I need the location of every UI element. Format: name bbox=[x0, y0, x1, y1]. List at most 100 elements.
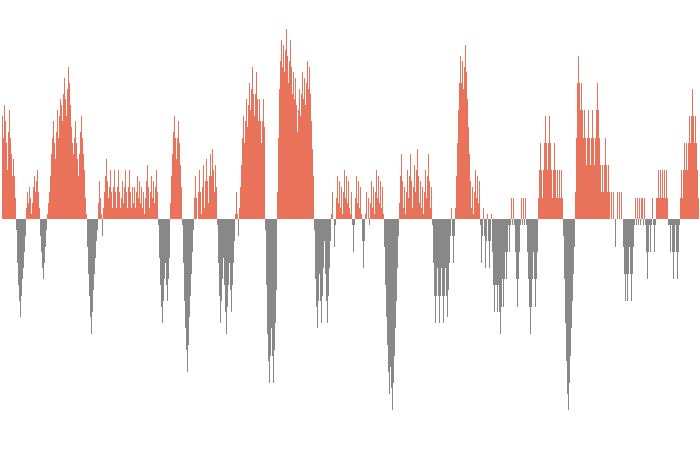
Bar bbox=[100, 198, 102, 219]
Bar bbox=[60, 99, 62, 219]
Bar bbox=[281, 40, 282, 219]
Bar bbox=[358, 181, 359, 219]
Bar bbox=[488, 219, 489, 241]
Bar bbox=[142, 208, 143, 219]
Bar bbox=[612, 192, 614, 219]
Bar bbox=[299, 89, 300, 219]
Bar bbox=[349, 187, 351, 219]
Bar bbox=[657, 198, 659, 219]
Bar bbox=[581, 83, 582, 219]
Bar bbox=[450, 219, 451, 236]
Bar bbox=[135, 208, 136, 219]
Bar bbox=[552, 198, 553, 219]
Bar bbox=[549, 116, 550, 219]
Bar bbox=[587, 137, 588, 219]
Bar bbox=[13, 159, 14, 219]
Bar bbox=[505, 219, 506, 252]
Bar bbox=[694, 143, 695, 219]
Bar bbox=[55, 132, 57, 219]
Bar bbox=[91, 219, 92, 334]
Bar bbox=[688, 143, 690, 219]
Bar bbox=[610, 192, 612, 219]
Bar bbox=[513, 198, 514, 219]
Bar bbox=[239, 208, 240, 219]
Bar bbox=[241, 165, 242, 219]
Bar bbox=[134, 187, 135, 219]
Bar bbox=[298, 110, 299, 219]
Bar bbox=[166, 219, 167, 285]
Bar bbox=[631, 219, 633, 274]
Bar bbox=[247, 127, 248, 219]
Bar bbox=[456, 176, 457, 219]
Bar bbox=[359, 208, 360, 219]
Bar bbox=[586, 165, 587, 219]
Bar bbox=[474, 192, 475, 219]
Bar bbox=[412, 208, 413, 219]
Bar bbox=[12, 176, 13, 219]
Bar bbox=[263, 99, 264, 219]
Bar bbox=[426, 198, 427, 219]
Bar bbox=[118, 171, 119, 219]
Bar bbox=[626, 219, 628, 301]
Bar bbox=[528, 219, 529, 279]
Bar bbox=[244, 143, 245, 219]
Bar bbox=[312, 149, 313, 219]
Bar bbox=[378, 176, 379, 219]
Bar bbox=[186, 219, 187, 350]
Bar bbox=[372, 208, 373, 219]
Bar bbox=[585, 137, 586, 219]
Bar bbox=[254, 116, 255, 219]
Bar bbox=[550, 143, 551, 219]
Bar bbox=[35, 192, 36, 219]
Bar bbox=[482, 208, 484, 219]
Bar bbox=[156, 171, 157, 219]
Bar bbox=[261, 143, 262, 219]
Bar bbox=[594, 165, 595, 219]
Bar bbox=[335, 198, 337, 219]
Bar bbox=[506, 219, 507, 279]
Bar bbox=[310, 94, 311, 219]
Bar bbox=[112, 208, 113, 219]
Bar bbox=[394, 219, 395, 356]
Bar bbox=[568, 219, 569, 410]
Bar bbox=[83, 154, 84, 219]
Bar bbox=[220, 219, 221, 323]
Bar bbox=[52, 121, 53, 219]
Bar bbox=[576, 137, 577, 219]
Bar bbox=[230, 219, 231, 290]
Bar bbox=[223, 219, 225, 258]
Bar bbox=[41, 219, 43, 268]
Bar bbox=[183, 219, 185, 301]
Bar bbox=[78, 176, 79, 219]
Bar bbox=[243, 116, 244, 219]
Bar bbox=[635, 198, 636, 219]
Bar bbox=[155, 187, 156, 219]
Bar bbox=[45, 219, 46, 247]
Bar bbox=[563, 219, 564, 236]
Bar bbox=[603, 192, 604, 219]
Bar bbox=[114, 171, 115, 219]
Bar bbox=[598, 137, 600, 219]
Bar bbox=[248, 105, 249, 219]
Bar bbox=[337, 203, 339, 219]
Bar bbox=[237, 214, 238, 219]
Bar bbox=[554, 143, 555, 219]
Bar bbox=[46, 219, 47, 230]
Bar bbox=[199, 192, 200, 219]
Bar bbox=[300, 116, 301, 219]
Bar bbox=[424, 192, 425, 219]
Bar bbox=[391, 219, 392, 388]
Bar bbox=[583, 137, 584, 219]
Bar bbox=[95, 219, 96, 258]
Bar bbox=[307, 62, 308, 219]
Bar bbox=[667, 198, 668, 219]
Bar bbox=[221, 219, 223, 301]
Bar bbox=[432, 219, 433, 225]
Bar bbox=[486, 214, 488, 219]
Bar bbox=[401, 154, 402, 219]
Bar bbox=[17, 219, 18, 263]
Bar bbox=[269, 219, 270, 383]
Bar bbox=[202, 165, 204, 219]
Bar bbox=[264, 127, 265, 219]
Bar bbox=[124, 187, 125, 219]
